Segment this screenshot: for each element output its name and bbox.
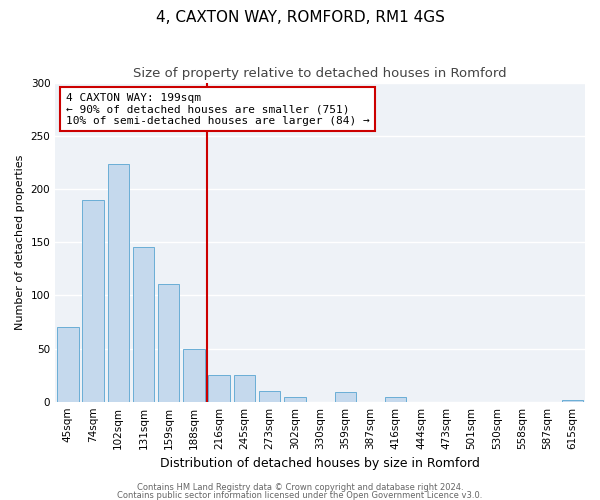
Text: 4, CAXTON WAY, ROMFORD, RM1 4GS: 4, CAXTON WAY, ROMFORD, RM1 4GS [155, 10, 445, 25]
Bar [158, 284, 179, 402]
Bar [335, 392, 356, 402]
Y-axis label: Number of detached properties: Number of detached properties [15, 154, 25, 330]
Text: Contains HM Land Registry data © Crown copyright and database right 2024.: Contains HM Land Registry data © Crown c… [137, 484, 463, 492]
Bar [183, 348, 205, 402]
Bar [259, 391, 280, 402]
X-axis label: Distribution of detached houses by size in Romford: Distribution of detached houses by size … [160, 457, 480, 470]
Bar [562, 400, 583, 402]
Bar [208, 375, 230, 402]
Bar [57, 328, 79, 402]
Bar [82, 200, 104, 402]
Bar [107, 164, 129, 402]
Bar [284, 398, 305, 402]
Bar [233, 375, 255, 402]
Bar [133, 246, 154, 402]
Bar [385, 398, 406, 402]
Text: Contains public sector information licensed under the Open Government Licence v3: Contains public sector information licen… [118, 490, 482, 500]
Title: Size of property relative to detached houses in Romford: Size of property relative to detached ho… [133, 68, 507, 80]
Text: 4 CAXTON WAY: 199sqm
← 90% of detached houses are smaller (751)
10% of semi-deta: 4 CAXTON WAY: 199sqm ← 90% of detached h… [66, 92, 370, 126]
